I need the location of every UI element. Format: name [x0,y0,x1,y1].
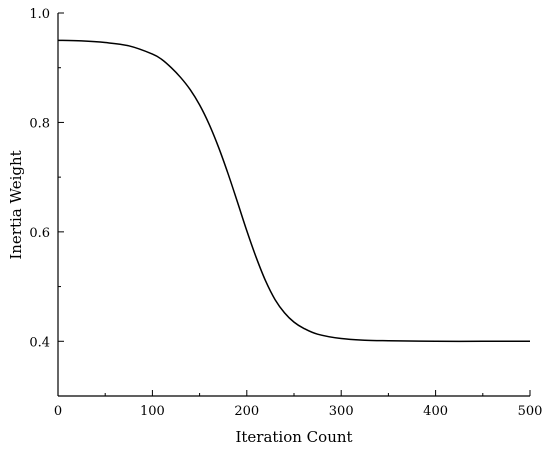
y-tick-label: 0.6 [29,226,50,241]
tick-labels: 0 100 200 300 400 500 0.4 0.6 0.8 1.0 [29,7,542,419]
x-tick-label: 500 [518,404,543,419]
x-tick-label: 0 [54,404,62,419]
x-tick-label: 200 [234,404,259,419]
x-tick-label: 300 [329,404,354,419]
axes [57,13,530,397]
x-tick-label: 400 [423,404,448,419]
series-layer [57,39,530,343]
y-axis-label: Inertia Weight [7,150,25,259]
series-line [57,39,530,343]
y-tick-label: 1.0 [29,7,50,22]
y-tick-label: 0.8 [29,116,50,131]
ticks [57,12,531,397]
x-axis-label: Iteration Count [235,428,352,446]
x-tick-label: 100 [140,404,165,419]
y-tick-label: 0.4 [29,335,50,350]
